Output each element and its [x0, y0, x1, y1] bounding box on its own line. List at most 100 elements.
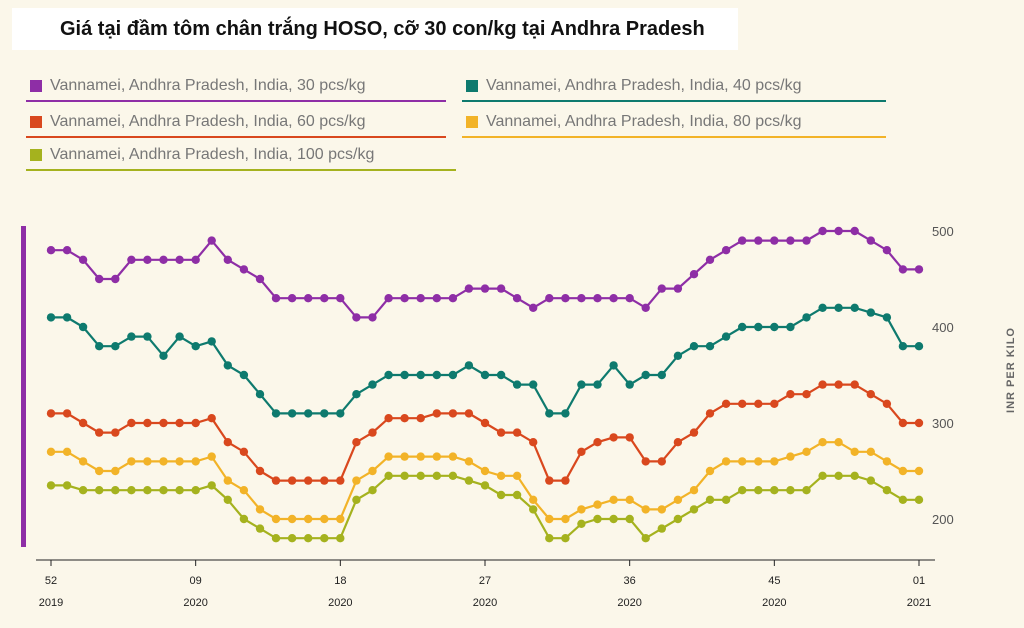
- data-point: [320, 409, 329, 418]
- data-point: [191, 486, 200, 495]
- data-point: [191, 418, 200, 428]
- data-point: [641, 505, 650, 514]
- y-tick-label: 200: [932, 512, 954, 527]
- data-point: [127, 418, 136, 428]
- data-point: [512, 428, 522, 437]
- data-point: [705, 255, 715, 264]
- data-point: [529, 495, 538, 504]
- data-point: [271, 476, 281, 485]
- y-tick-label: 400: [932, 320, 954, 335]
- data-point: [738, 457, 747, 466]
- data-point: [786, 486, 795, 495]
- data-point: [62, 481, 72, 490]
- data-point: [577, 294, 586, 303]
- data-point: [78, 486, 88, 495]
- data-point: [689, 270, 699, 279]
- data-point: [336, 476, 345, 485]
- data-point: [223, 438, 232, 447]
- data-point: [898, 466, 908, 476]
- data-point: [786, 236, 795, 245]
- data-point: [914, 265, 924, 274]
- data-point: [384, 471, 393, 480]
- data-point: [705, 466, 715, 476]
- data-point: [721, 495, 731, 504]
- data-point: [255, 505, 265, 514]
- data-point: [818, 380, 827, 389]
- data-point: [914, 466, 924, 476]
- data-point: [754, 399, 763, 408]
- data-point: [545, 534, 554, 543]
- data-point: [561, 534, 570, 543]
- data-point: [480, 418, 490, 428]
- data-point: [464, 476, 474, 485]
- data-point: [159, 486, 168, 495]
- x-tick-label-week: 52: [45, 575, 57, 587]
- data-point: [143, 418, 152, 428]
- x-tick-label-year: 2020: [473, 597, 497, 609]
- data-point: [850, 447, 859, 456]
- data-point: [657, 505, 666, 514]
- data-point: [641, 303, 650, 312]
- data-point: [657, 370, 666, 380]
- data-point: [304, 294, 313, 303]
- data-point: [223, 495, 232, 504]
- data-point: [175, 457, 184, 466]
- data-point: [641, 534, 650, 543]
- data-point: [754, 486, 763, 495]
- data-point: [416, 452, 425, 461]
- data-point: [271, 294, 281, 303]
- data-point: [143, 457, 152, 466]
- data-point: [143, 486, 152, 495]
- legend-item: Vannamei, Andhra Pradesh, India, 40 pcs/…: [462, 76, 886, 102]
- data-point: [512, 471, 522, 480]
- data-point: [239, 447, 249, 456]
- data-point: [352, 390, 361, 399]
- x-tick-label-year: 2020: [762, 597, 786, 609]
- data-point: [159, 418, 168, 428]
- data-point: [368, 380, 377, 389]
- data-point: [111, 428, 120, 437]
- data-point: [512, 490, 522, 500]
- data-point: [898, 495, 908, 504]
- x-tick-label-week: 18: [334, 575, 346, 587]
- legend-label: Vannamei, Andhra Pradesh, India, 80 pcs/…: [486, 113, 802, 130]
- data-point: [834, 226, 843, 236]
- data-point: [593, 380, 602, 389]
- data-point: [721, 457, 731, 466]
- data-point: [689, 505, 699, 514]
- legend-swatch: [30, 116, 42, 128]
- y-tick-label: 500: [932, 224, 954, 239]
- data-point: [673, 284, 683, 293]
- legend-swatch: [466, 116, 478, 128]
- data-point: [287, 409, 297, 418]
- data-point: [127, 255, 136, 264]
- x-tick-label-year: 2020: [617, 597, 641, 609]
- data-point: [496, 471, 506, 480]
- data-point: [239, 265, 249, 274]
- data-point: [46, 313, 56, 322]
- legend-label: Vannamei, Andhra Pradesh, India, 40 pcs/…: [486, 77, 802, 94]
- data-point: [78, 457, 88, 466]
- data-point: [95, 274, 104, 284]
- y-axis-title: INR PER KILO: [1005, 327, 1017, 413]
- chart-title: Giá tại đầm tôm chân trắng HOSO, cỡ 30 c…: [60, 18, 705, 40]
- data-point: [834, 303, 843, 312]
- data-point: [432, 294, 441, 303]
- data-point: [255, 524, 265, 533]
- data-point: [721, 399, 731, 408]
- data-point: [834, 471, 843, 480]
- x-tick-label-week: 36: [624, 575, 636, 587]
- data-point: [625, 294, 634, 303]
- data-point: [287, 514, 297, 524]
- data-point: [545, 476, 554, 485]
- series-line: [51, 383, 919, 482]
- data-point: [545, 514, 554, 524]
- legend-item: Vannamei, Andhra Pradesh, India, 100 pcs…: [26, 145, 456, 171]
- data-point: [304, 476, 313, 485]
- data-point: [62, 409, 72, 418]
- data-point: [882, 246, 892, 255]
- legend-item: Vannamei, Andhra Pradesh, India, 60 pcs/…: [26, 112, 446, 138]
- data-point: [46, 246, 56, 255]
- x-tick-label-year: 2021: [907, 597, 931, 609]
